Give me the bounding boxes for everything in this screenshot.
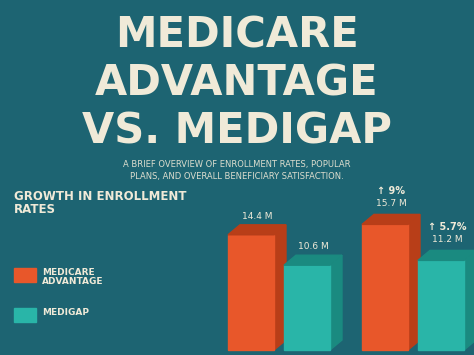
Bar bbox=[14, 308, 36, 322]
Text: MEDIGAP: MEDIGAP bbox=[42, 308, 89, 317]
Text: ADVANTAGE: ADVANTAGE bbox=[95, 62, 379, 104]
Polygon shape bbox=[418, 250, 474, 261]
Text: PLANS, AND OVERALL BENEFICIARY SATISFACTION.: PLANS, AND OVERALL BENEFICIARY SATISFACT… bbox=[130, 172, 344, 181]
Text: A BRIEF OVERVIEW OF ENROLLMENT RATES, POPULAR: A BRIEF OVERVIEW OF ENROLLMENT RATES, PO… bbox=[123, 160, 351, 169]
Polygon shape bbox=[274, 225, 286, 350]
Polygon shape bbox=[362, 214, 420, 224]
Bar bbox=[362, 224, 408, 350]
Polygon shape bbox=[228, 225, 286, 235]
Polygon shape bbox=[408, 214, 420, 350]
Text: ↑ 5.7%: ↑ 5.7% bbox=[428, 222, 466, 233]
Polygon shape bbox=[284, 255, 342, 265]
Text: GROWTH IN ENROLLMENT: GROWTH IN ENROLLMENT bbox=[14, 190, 186, 203]
Text: MEDICARE: MEDICARE bbox=[42, 268, 95, 277]
Bar bbox=[228, 235, 274, 350]
Bar bbox=[284, 265, 330, 350]
Polygon shape bbox=[464, 250, 474, 350]
Text: MEDICARE: MEDICARE bbox=[115, 14, 359, 56]
Polygon shape bbox=[330, 255, 342, 350]
Text: 14.4 M: 14.4 M bbox=[242, 212, 272, 221]
Bar bbox=[14, 268, 36, 282]
Text: 15.7 M: 15.7 M bbox=[375, 200, 406, 208]
Text: ADVANTAGE: ADVANTAGE bbox=[42, 277, 103, 286]
Bar bbox=[418, 261, 464, 350]
Text: RATES: RATES bbox=[14, 203, 56, 216]
Text: 10.6 M: 10.6 M bbox=[298, 242, 328, 251]
Text: VS. MEDIGAP: VS. MEDIGAP bbox=[82, 110, 392, 152]
Text: ↑ 9%: ↑ 9% bbox=[377, 186, 405, 196]
Text: 11.2 M: 11.2 M bbox=[432, 235, 462, 244]
